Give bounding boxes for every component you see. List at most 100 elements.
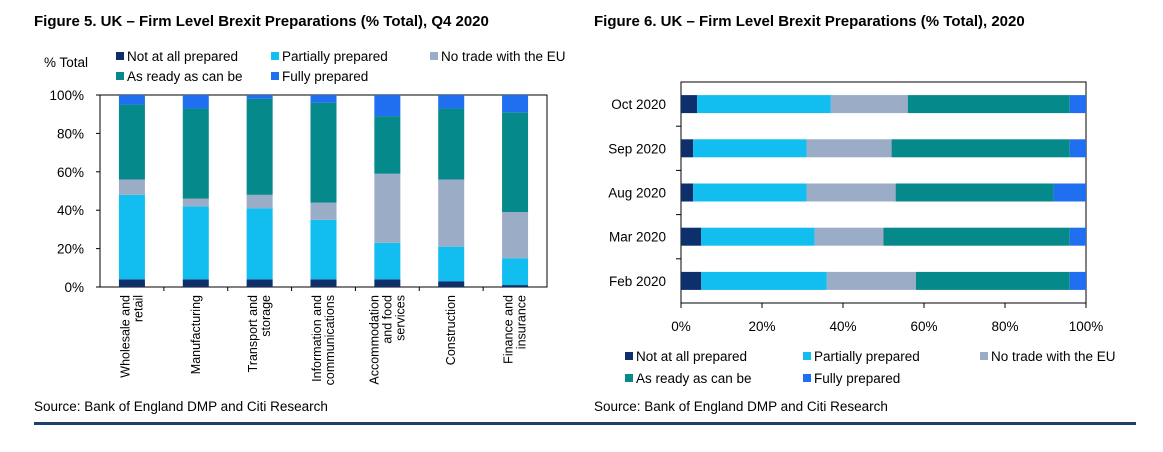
bar-aug-2020-as-ready-as-can-be bbox=[895, 183, 1054, 202]
y-axis-label: % Total bbox=[44, 55, 88, 70]
x-category-label-finance-and-insurance: Finance and insurance bbox=[502, 295, 529, 364]
bar-transport-and-storage-not-at-all-prepared bbox=[246, 279, 273, 287]
bar-information-and-communications-no-trade-with-the-eu bbox=[310, 202, 337, 220]
bar-construction-no-trade-with-the-eu bbox=[438, 179, 465, 247]
bar-manufacturing-fully-prepared bbox=[182, 95, 209, 109]
bar-sep-2020-partially-prepared bbox=[693, 139, 807, 158]
bar-information-and-communications-partially-prepared bbox=[310, 219, 337, 280]
y-tick-label: 20% bbox=[57, 242, 84, 257]
bar-construction-fully-prepared bbox=[438, 95, 465, 109]
bar-wholesale-and-retail-no-trade-with-the-eu bbox=[118, 179, 145, 195]
x-category-label-line: and food bbox=[380, 295, 394, 344]
bar-information-and-communications-as-ready-as-can-be bbox=[310, 102, 337, 203]
x-category-label-line: Information and bbox=[310, 295, 324, 382]
legend-label-not-at-all-prepared: Not at all prepared bbox=[636, 349, 747, 364]
legend-label-as-ready-as-can-be: As ready as can be bbox=[636, 371, 752, 386]
bar-manufacturing-no-trade-with-the-eu bbox=[182, 198, 209, 207]
legend-swatch-not-at-all-prepared bbox=[625, 352, 633, 360]
bar-mar-2020-fully-prepared bbox=[1069, 227, 1086, 246]
bar-construction-as-ready-as-can-be bbox=[438, 108, 465, 180]
bar-mar-2020-no-trade-with-the-eu bbox=[814, 227, 884, 246]
y-tick-label: 0% bbox=[64, 280, 84, 295]
bar-accommodation-and-food-services-no-trade-with-the-eu bbox=[374, 173, 401, 243]
legend-label-not-at-all-prepared: Not at all prepared bbox=[127, 49, 238, 64]
legend-label-partially-prepared: Partially prepared bbox=[814, 349, 920, 364]
legend-swatch-partially-prepared bbox=[803, 352, 811, 360]
bar-construction-partially-prepared bbox=[438, 246, 465, 282]
legend-swatch-not-at-all-prepared bbox=[116, 52, 124, 60]
bar-feb-2020-not-at-all-prepared bbox=[681, 271, 702, 290]
x-tick-label: 80% bbox=[991, 319, 1018, 334]
figure5-title: Figure 5. UK – Firm Level Brexit Prepara… bbox=[34, 13, 489, 30]
bar-mar-2020-not-at-all-prepared bbox=[681, 227, 702, 246]
bar-sep-2020-fully-prepared bbox=[1069, 139, 1086, 158]
x-tick-label: 40% bbox=[829, 319, 856, 334]
legend-swatch-no-trade-with-the-eu bbox=[430, 52, 438, 60]
bar-feb-2020-as-ready-as-can-be bbox=[915, 271, 1070, 290]
footer-divider bbox=[34, 422, 1136, 425]
bar-oct-2020-fully-prepared bbox=[1069, 95, 1086, 114]
bar-transport-and-storage-no-trade-with-the-eu bbox=[246, 194, 273, 209]
y-category-label-aug-2020: Aug 2020 bbox=[608, 186, 666, 201]
bar-transport-and-storage-fully-prepared bbox=[246, 95, 273, 99]
bar-accommodation-and-food-services-as-ready-as-can-be bbox=[374, 116, 401, 174]
legend-swatch-fully-prepared bbox=[271, 72, 279, 80]
bar-wholesale-and-retail-partially-prepared bbox=[118, 194, 145, 280]
bar-wholesale-and-retail-as-ready-as-can-be bbox=[118, 104, 145, 180]
x-category-label-line: Manufacturing bbox=[189, 295, 203, 374]
bar-oct-2020-not-at-all-prepared bbox=[681, 95, 698, 114]
figure6-title: Figure 6. UK – Firm Level Brexit Prepara… bbox=[594, 13, 1025, 30]
bar-accommodation-and-food-services-fully-prepared bbox=[374, 95, 401, 117]
y-category-label-oct-2020: Oct 2020 bbox=[611, 97, 666, 112]
bar-finance-and-insurance-as-ready-as-can-be bbox=[502, 112, 529, 213]
figure6-source: Source: Bank of England DMP and Citi Res… bbox=[594, 399, 888, 414]
legend-swatch-no-trade-with-the-eu bbox=[980, 352, 988, 360]
y-category-label-mar-2020: Mar 2020 bbox=[609, 230, 666, 245]
bar-finance-and-insurance-not-at-all-prepared bbox=[502, 285, 529, 287]
bar-mar-2020-partially-prepared bbox=[701, 227, 815, 246]
x-category-label-manufacturing: Manufacturing bbox=[189, 295, 203, 374]
bar-accommodation-and-food-services-not-at-all-prepared bbox=[374, 279, 401, 287]
y-tick-label: 100% bbox=[49, 88, 84, 103]
y-tick-label: 60% bbox=[57, 165, 84, 180]
bar-aug-2020-partially-prepared bbox=[693, 183, 807, 202]
x-category-label-line: insurance bbox=[515, 295, 529, 349]
bar-feb-2020-no-trade-with-the-eu bbox=[826, 271, 916, 290]
x-category-label-line: storage bbox=[259, 295, 273, 337]
x-category-label-line: Accommodation bbox=[367, 295, 381, 385]
bar-finance-and-insurance-fully-prepared bbox=[502, 95, 529, 113]
bar-accommodation-and-food-services-partially-prepared bbox=[374, 242, 401, 280]
figure6-stacked-bar-chart: 0% 20% 40% 60% 80% 100% Oct 2020 Sep 2020 Aug 20… bbox=[608, 81, 1116, 386]
legend-label-fully-prepared: Fully prepared bbox=[814, 371, 900, 386]
bar-wholesale-and-retail-fully-prepared bbox=[118, 95, 145, 105]
y-category-label-feb-2020: Feb 2020 bbox=[609, 274, 666, 289]
y-category-label-sep-2020: Sep 2020 bbox=[608, 141, 666, 156]
bar-transport-and-storage-partially-prepared bbox=[246, 208, 273, 280]
bar-finance-and-insurance-partially-prepared bbox=[502, 258, 529, 286]
legend-swatch-fully-prepared bbox=[803, 374, 811, 382]
x-category-label-line: Transport and bbox=[246, 295, 260, 372]
x-category-label-information-and-communications: Information and communications bbox=[310, 295, 337, 385]
bar-oct-2020-partially-prepared bbox=[697, 95, 831, 114]
y-tick-label: 80% bbox=[57, 126, 84, 141]
x-category-label-line: services bbox=[393, 295, 407, 341]
x-category-label-transport-and-storage: Transport and storage bbox=[246, 295, 273, 372]
bar-sep-2020-as-ready-as-can-be bbox=[891, 139, 1070, 158]
bar-feb-2020-partially-prepared bbox=[701, 271, 827, 290]
figure5-stacked-bar-chart: % Total Not at all prepared Partially prep… bbox=[44, 49, 566, 385]
bar-sep-2020-not-at-all-prepared bbox=[681, 139, 694, 158]
legend-label-fully-prepared: Fully prepared bbox=[282, 69, 368, 84]
bar-wholesale-and-retail-not-at-all-prepared bbox=[118, 279, 145, 287]
x-category-label-line: communications bbox=[323, 295, 337, 385]
x-category-label-construction: Construction bbox=[444, 295, 458, 365]
legend-swatch-as-ready-as-can-be bbox=[625, 374, 633, 382]
bar-manufacturing-as-ready-as-can-be bbox=[182, 108, 209, 199]
x-category-label-line: Construction bbox=[444, 295, 458, 365]
figure5-source: Source: Bank of England DMP and Citi Res… bbox=[34, 399, 328, 414]
x-category-label-accommodation-and-food-services: Accommodation and food services bbox=[367, 295, 407, 385]
x-tick-label: 60% bbox=[910, 319, 937, 334]
bar-information-and-communications-fully-prepared bbox=[310, 95, 337, 103]
x-category-label-line: Finance and bbox=[502, 295, 516, 364]
bar-manufacturing-not-at-all-prepared bbox=[182, 279, 209, 287]
legend-label-as-ready-as-can-be: As ready as can be bbox=[127, 69, 243, 84]
